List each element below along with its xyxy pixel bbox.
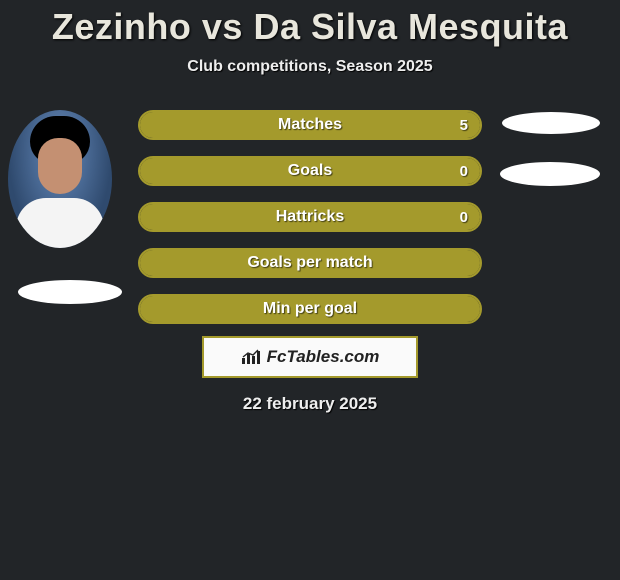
- player-left-placeholder-2: [18, 280, 122, 304]
- player-right-placeholder-2: [500, 162, 600, 186]
- brand-text: FcTables.com: [267, 347, 380, 367]
- stat-label: Goals per match: [247, 254, 372, 272]
- stat-bar-hattricks: Hattricks 0: [138, 202, 482, 232]
- stat-bar-matches: Matches 5: [138, 110, 482, 140]
- page-subtitle: Club competitions, Season 2025: [0, 58, 620, 76]
- stat-bar-min-per-goal: Min per goal: [138, 294, 482, 324]
- stat-value: 0: [460, 209, 468, 226]
- stat-label: Hattricks: [276, 208, 344, 226]
- stat-value: 0: [460, 163, 468, 180]
- player-left-jersey: [16, 198, 104, 248]
- stat-label: Min per goal: [263, 300, 357, 318]
- bar-chart-icon: [241, 349, 261, 365]
- stat-bar-goals: Goals 0: [138, 156, 482, 186]
- stats-bars: Matches 5 Goals 0 Hattricks 0 Goals per …: [138, 110, 482, 340]
- stat-bar-goals-per-match: Goals per match: [138, 248, 482, 278]
- player-right-placeholder-1: [502, 112, 600, 134]
- stat-label: Goals: [288, 162, 332, 180]
- page-title: Zezinho vs Da Silva Mesquita: [0, 0, 620, 48]
- stat-label: Matches: [278, 116, 342, 134]
- brand-box[interactable]: FcTables.com: [202, 336, 418, 378]
- date-label: 22 february 2025: [0, 394, 620, 414]
- stat-value: 5: [460, 117, 468, 134]
- player-left-avatar: [8, 110, 112, 248]
